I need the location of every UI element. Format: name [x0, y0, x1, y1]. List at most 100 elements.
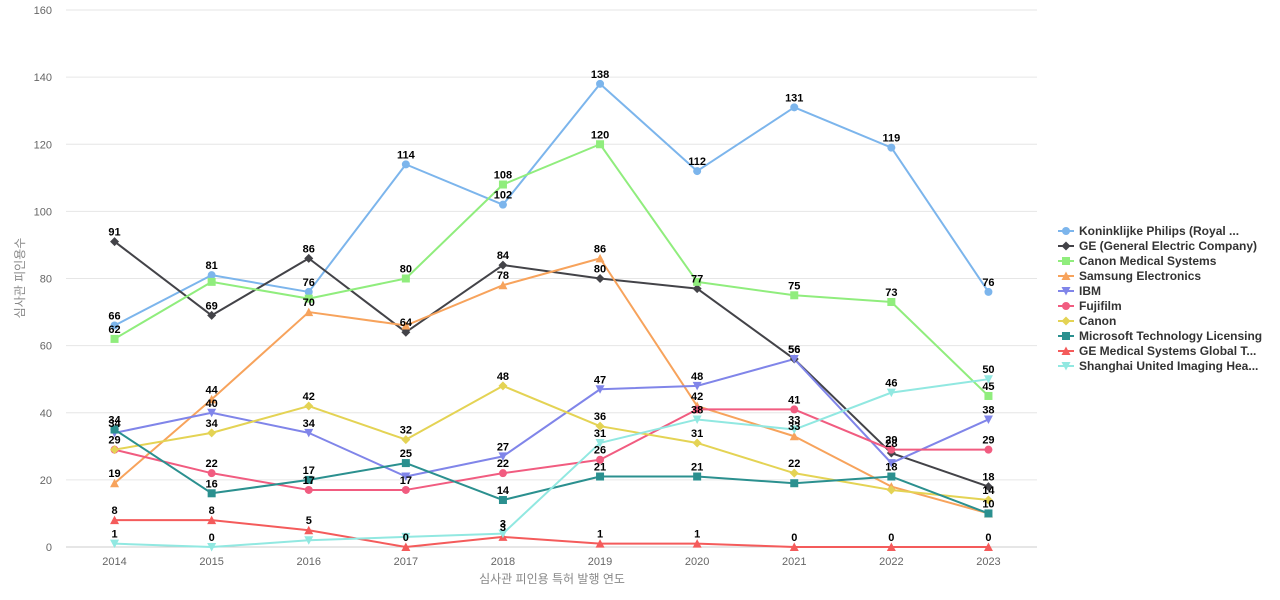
legend-item[interactable]: GE Medical Systems Global T... [1058, 344, 1256, 358]
series-line [114, 143, 990, 397]
data-label: 36 [594, 411, 606, 423]
data-point [692, 284, 702, 294]
data-label: 33 [788, 415, 800, 427]
data-point [789, 355, 799, 364]
series-line [114, 519, 989, 548]
data-point [886, 485, 896, 495]
legend-item[interactable]: GE (General Electric Company) [1058, 239, 1257, 253]
data-label: 46 [885, 378, 897, 390]
data-point [984, 391, 993, 400]
data-point [110, 334, 119, 343]
data-label: 31 [691, 428, 703, 440]
data-point [983, 542, 993, 551]
x-tick-label: 2021 [782, 556, 806, 568]
legend-item[interactable]: Fujifilm [1058, 299, 1122, 313]
data-point [110, 539, 120, 549]
data-label: 70 [303, 297, 315, 309]
y-tick-label: 40 [40, 408, 52, 420]
data-point [207, 310, 217, 320]
data-label: 25 [400, 448, 412, 460]
legend-item[interactable]: Microsoft Technology Licensing [1058, 329, 1262, 343]
data-label: 17 [303, 465, 315, 477]
data-point [207, 543, 217, 552]
legend: Koninklijke Philips (Royal ...GE (Genera… [1058, 224, 1262, 373]
data-point [110, 515, 120, 525]
y-tick-label: 60 [40, 341, 52, 353]
y-axis-title: 심사관 피인용수 [13, 238, 27, 319]
data-label: 45 [982, 381, 994, 393]
data-label: 108 [494, 170, 512, 182]
data-point [595, 385, 605, 394]
legend-label: GE (General Electric Company) [1079, 239, 1257, 253]
data-label: 78 [497, 270, 509, 282]
data-label: 34 [108, 418, 121, 430]
data-point [304, 475, 313, 484]
data-point [207, 428, 217, 438]
data-label: 76 [982, 277, 994, 289]
data-label: 1 [694, 529, 700, 541]
data-point [401, 485, 410, 494]
data-point [207, 469, 216, 478]
data-point [304, 428, 314, 438]
data-point [887, 472, 896, 481]
data-label: 1 [597, 529, 603, 541]
data-point [886, 388, 896, 398]
data-point [790, 479, 799, 488]
legend-item[interactable]: Samsung Electronics [1058, 269, 1201, 283]
data-point [886, 459, 896, 468]
data-labels: 6681761141021381121311197691698664848077… [108, 69, 995, 544]
data-point [110, 445, 120, 455]
legend-marker [1062, 257, 1070, 265]
y-tick-label: 80 [40, 274, 52, 286]
legend-item[interactable]: Shanghai United Imaging Hea... [1058, 359, 1258, 373]
legend-label: Samsung Electronics [1079, 269, 1201, 283]
data-label: 84 [497, 250, 510, 262]
data-label: 81 [206, 260, 218, 272]
data-label: 34 [206, 418, 219, 430]
data-point [498, 529, 508, 539]
series-line [114, 384, 989, 502]
data-point [498, 200, 507, 209]
data-point [498, 280, 508, 290]
data-label: 69 [206, 300, 218, 312]
legend-label: GE Medical Systems Global T... [1079, 344, 1256, 358]
data-label: 22 [497, 458, 509, 470]
data-point [498, 381, 508, 391]
data-point [207, 408, 217, 418]
data-point [110, 237, 120, 247]
y-tick-label: 160 [34, 5, 52, 17]
data-label: 32 [400, 425, 412, 437]
legend-item[interactable]: Canon [1058, 314, 1116, 328]
data-point [693, 472, 702, 481]
data-label: 56 [788, 344, 800, 356]
data-point [692, 438, 702, 448]
x-tick-label: 2020 [685, 556, 709, 568]
data-label: 21 [691, 462, 703, 474]
data-point [790, 103, 799, 112]
data-point [401, 472, 411, 482]
data-point [596, 140, 605, 149]
data-label: 18 [982, 472, 994, 484]
data-point [790, 291, 799, 300]
data-label: 5 [306, 515, 312, 527]
legend-item[interactable]: IBM [1058, 284, 1101, 298]
data-point [304, 536, 314, 545]
data-point [401, 532, 411, 542]
data-label: 50 [982, 364, 994, 376]
data-label: 22 [788, 458, 800, 470]
data-label: 56 [788, 344, 800, 356]
data-point [401, 274, 410, 283]
data-label: 27 [497, 441, 509, 453]
data-point [886, 542, 896, 551]
legend-marker [1061, 346, 1071, 355]
series-line [113, 257, 989, 515]
legend-item[interactable]: Canon Medical Systems [1058, 254, 1217, 268]
legend-item[interactable]: Koninklijke Philips (Royal ... [1058, 224, 1239, 238]
data-point [304, 253, 314, 263]
legend-marker [1061, 241, 1071, 251]
x-tick-label: 2015 [199, 556, 223, 568]
data-label: 31 [594, 428, 606, 440]
data-label: 38 [982, 404, 994, 416]
data-point [498, 469, 507, 478]
data-label: 86 [303, 243, 315, 255]
